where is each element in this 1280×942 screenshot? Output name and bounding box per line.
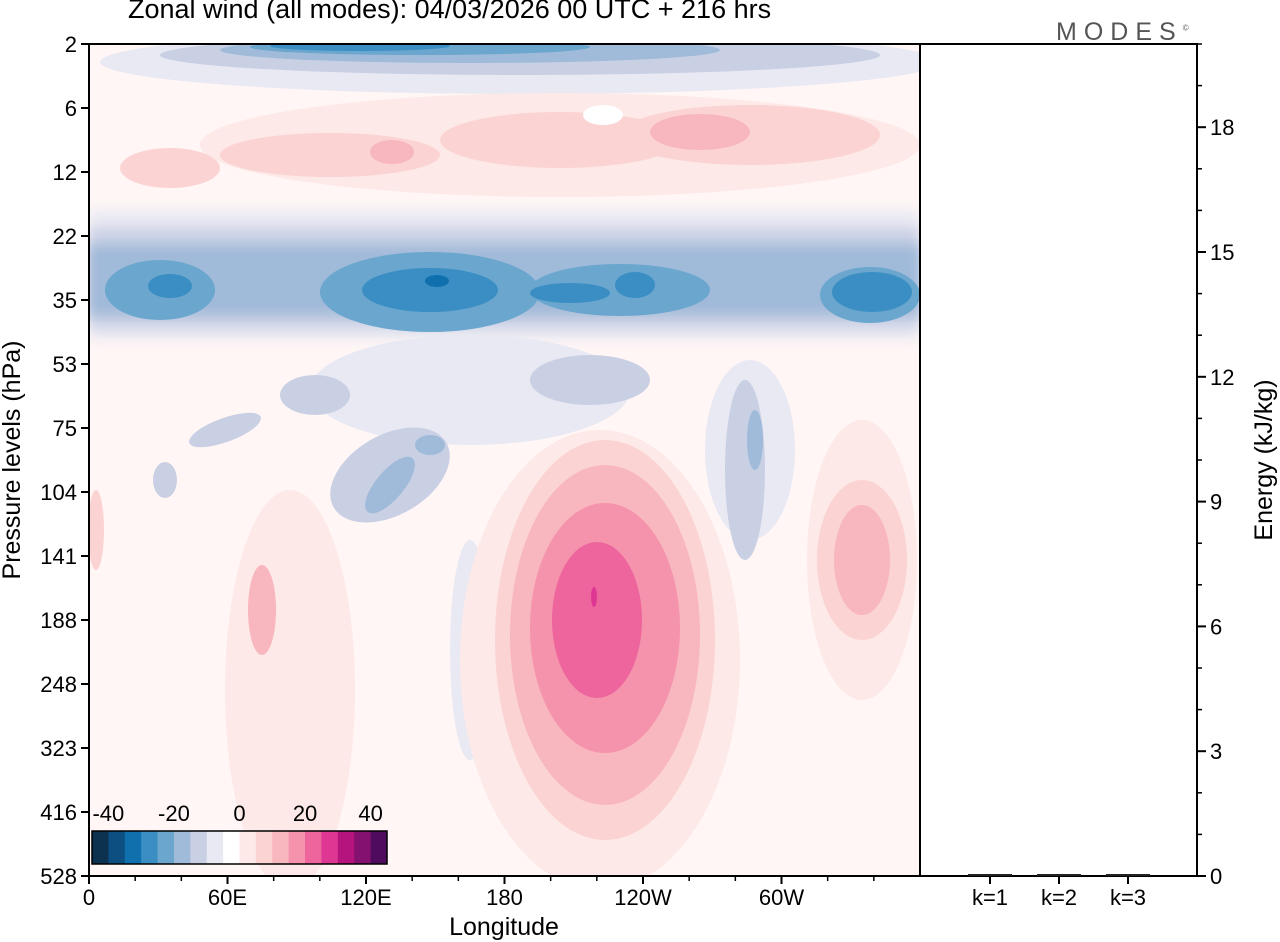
energy-tick-label: 15 — [1210, 240, 1234, 265]
energy-tick-label: 6 — [1210, 614, 1222, 639]
y-tick-label: 53 — [53, 352, 77, 377]
flank-westerlies — [89, 420, 917, 876]
colorbar-label: -40 — [92, 801, 124, 826]
energy-axis: 0 3 6 9 12 15 18 — [1197, 43, 1234, 889]
energy-bars — [968, 874, 1150, 876]
energy-tick-label: 3 — [1210, 739, 1222, 764]
wavenumber-axis: k=1 k=2 k=3 — [972, 876, 1146, 910]
heatmap — [89, 44, 920, 876]
x-axis-label: Longitude — [449, 913, 559, 941]
colorbar-swatch — [337, 831, 355, 864]
colorbar-swatch — [157, 831, 175, 864]
y-tick-label: 75 — [53, 416, 77, 441]
longitude-axis: 0 60E 120E 180 120W 60W — [83, 876, 875, 910]
energy-tick-label: 0 — [1210, 864, 1222, 889]
y-tick-label: 188 — [40, 608, 77, 633]
pressure-axis: 2 6 12 22 35 53 75 104 141 188 248 323 416 528 — [40, 32, 89, 889]
x-tick-label: 120W — [614, 885, 672, 910]
colorbar-swatch — [173, 831, 191, 864]
x-tick-label: 60E — [208, 885, 247, 910]
k-tick-label: k=1 — [972, 885, 1008, 910]
colorbar-label: -20 — [158, 801, 190, 826]
energy-tick-label: 9 — [1210, 490, 1222, 515]
modes-logo: MODES© — [1056, 18, 1189, 46]
colorbar-swatch — [239, 831, 257, 864]
y-tick-label: 416 — [40, 800, 77, 825]
y-tick-label: 2 — [65, 32, 77, 57]
energy-tick-label: 18 — [1210, 115, 1234, 140]
energy-bar — [968, 874, 1012, 876]
energy-tick-label: 12 — [1210, 365, 1234, 390]
colorbar-swatch — [141, 831, 159, 864]
x-tick-label: 180 — [486, 885, 523, 910]
y-tick-label: 12 — [53, 160, 77, 185]
y-tick-label: 6 — [65, 96, 77, 121]
k-tick-label: k=3 — [1110, 885, 1146, 910]
colorbar-swatch — [223, 831, 240, 864]
x-tick-label: 0 — [83, 885, 95, 910]
colorbar-swatch — [92, 831, 109, 864]
y-tick-label: 248 — [40, 672, 77, 697]
colorbar-label: 0 — [233, 801, 245, 826]
x-tick-label: 60W — [759, 885, 804, 910]
colorbar-frame — [91, 830, 388, 865]
colorbar-swatch — [272, 831, 290, 864]
colorbar-swatch — [124, 831, 142, 864]
y-axis-label: Pressure levels (hPa) — [0, 341, 26, 580]
colorbar-label: 40 — [358, 801, 382, 826]
y-tick-label: 528 — [40, 864, 77, 889]
y-tick-label: 323 — [40, 736, 77, 761]
y-tick-label: 22 — [53, 224, 77, 249]
colorbar-swatch — [321, 831, 339, 864]
colorbar-swatch — [354, 831, 372, 864]
colorbar-swatch — [305, 831, 322, 864]
colorbar: -40 -20 0 20 40 — [91, 801, 388, 865]
energy-axis-label: Energy (kJ/kg) — [1250, 379, 1278, 540]
colorbar-swatch — [370, 831, 388, 864]
upper-westerlies — [120, 93, 920, 197]
energy-bar — [1106, 874, 1150, 876]
chart-title: Zonal wind (all modes): 04/03/2026 00 UT… — [128, 0, 772, 24]
colorbar-swatch — [255, 831, 273, 864]
colorbar-label: 20 — [293, 801, 317, 826]
upper-easterly-band — [100, 44, 920, 94]
colorbar-swatch — [108, 831, 126, 864]
colorbar-swatch — [190, 831, 208, 864]
y-tick-label: 35 — [53, 288, 77, 313]
x-tick-label: 120E — [340, 885, 391, 910]
central-westerly-max — [460, 430, 740, 876]
energy-panel-frame — [919, 43, 1198, 877]
y-tick-label: 104 — [40, 480, 77, 505]
easterly-jet — [89, 210, 920, 340]
colorbar-swatch — [288, 831, 306, 864]
colorbar-swatch — [206, 831, 224, 864]
energy-bar — [1037, 874, 1081, 876]
k-tick-label: k=2 — [1041, 885, 1077, 910]
y-tick-label: 141 — [40, 544, 77, 569]
